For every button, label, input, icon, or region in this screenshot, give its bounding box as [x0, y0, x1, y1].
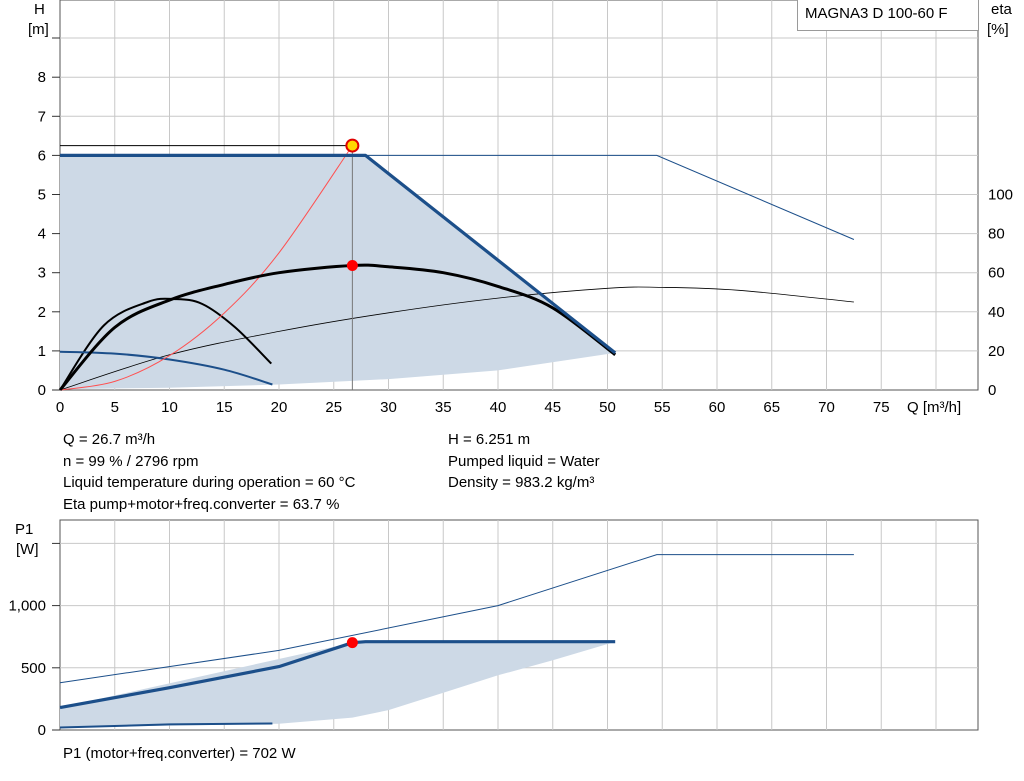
x-tick-label: 25: [325, 399, 342, 416]
y-tick-label: 1: [38, 343, 46, 360]
info-right: H = 6.251 m Pumped liquid = Water Densit…: [448, 429, 600, 494]
eta-tick-label: 20: [988, 343, 1005, 360]
y-tick-label: 7: [38, 108, 46, 125]
power-tick-label: 1,000: [8, 598, 46, 615]
max-power-curve: [59, 640, 616, 710]
x-tick-label: 20: [271, 399, 288, 416]
power-extension-curve: [59, 554, 854, 684]
y-axis-label-unit: [m]: [28, 21, 49, 38]
x-tick-label: 50: [599, 399, 616, 416]
liquid-readout: Pumped liquid = Water: [448, 452, 600, 470]
power-duty-point: [346, 637, 358, 649]
eta-tick-label: 100: [988, 187, 1013, 204]
x-tick-label: 40: [490, 399, 507, 416]
speed-readout: n = 99 % / 2796 rpm: [63, 452, 199, 470]
head-chart-axes: 0 5 10 15 20 25 30 35 40 45 50 55 60 65 70 75 Q [m³/h]01…: [28, 1, 1013, 416]
eta-tick-label: 60: [988, 265, 1005, 282]
temperature-readout: Liquid temperature during operation = 60…: [63, 474, 356, 491]
min-head-curve: [59, 350, 273, 386]
x-tick-label: 65: [763, 399, 780, 416]
model-label: MAGNA3 D 100-60 F: [797, 0, 979, 31]
eta-tick-label: 0: [988, 382, 996, 399]
x-tick-label: 60: [709, 399, 726, 416]
head-readout: H = 6.251 m: [448, 431, 531, 448]
eta-tick-label: 80: [988, 226, 1005, 243]
min-power-curve: [59, 722, 273, 729]
info-left: Q = 26.7 m³/h n = 99 % / 2796 rpm Liquid…: [63, 429, 355, 515]
eta-axis-label-name: eta: [991, 1, 1013, 18]
power-chart-series: [59, 554, 854, 729]
head-chart-series: [58, 138, 855, 391]
power-chart-axes: 0 500 1,000 P1 [W]: [8, 521, 60, 739]
y-tick-label: 8: [38, 69, 46, 86]
y-tick-label: 3: [38, 265, 46, 282]
y-tick-label: 5: [38, 187, 46, 204]
x-tick-label: 35: [435, 399, 452, 416]
eta-axis-label-unit: [%]: [987, 21, 1009, 38]
head-duty-point: [345, 138, 360, 153]
eta-duty-point: [346, 259, 358, 271]
x-tick-label: 55: [654, 399, 671, 416]
x-tick-label: 15: [216, 399, 233, 416]
y-tick-label: 2: [38, 304, 46, 321]
x-tick-label: 5: [111, 399, 119, 416]
flow-readout: Q = 26.7 m³/h: [63, 431, 156, 448]
efficiency-readout: Eta pump+motor+freq.converter = 63.7 %: [63, 495, 340, 513]
y-tick-label: 6: [38, 147, 46, 164]
power-axis-label-unit: [W]: [16, 541, 39, 558]
x-tick-label: 75: [873, 399, 890, 416]
x-tick-label: 45: [544, 399, 561, 416]
x-axis-label: Q [m³/h]: [907, 399, 961, 416]
head-operating-area: [60, 155, 616, 390]
power-tick-label: 0: [38, 722, 46, 739]
x-tick-label: 30: [380, 399, 397, 416]
power-tick-label: 500: [21, 660, 46, 677]
max-head-extension-curve: [365, 154, 855, 240]
power-axis-label-name: P1: [15, 521, 33, 538]
eta-tick-label: 40: [988, 304, 1005, 321]
power-readout: P1 (motor+freq.converter) = 702 W: [63, 745, 296, 762]
eta-extension-curve: [59, 286, 854, 391]
density-readout: Density = 983.2 kg/m³: [448, 474, 595, 491]
max-head-curve: [60, 153, 617, 355]
y-tick-label: 0: [38, 382, 46, 399]
x-tick-label: 0: [56, 399, 64, 416]
y-axis-label-name: H: [34, 1, 45, 18]
x-tick-label: 10: [161, 399, 178, 416]
x-tick-label: 70: [818, 399, 835, 416]
y-tick-label: 4: [38, 226, 46, 243]
system-curve: [59, 145, 353, 391]
power-operating-area: [60, 641, 616, 728]
